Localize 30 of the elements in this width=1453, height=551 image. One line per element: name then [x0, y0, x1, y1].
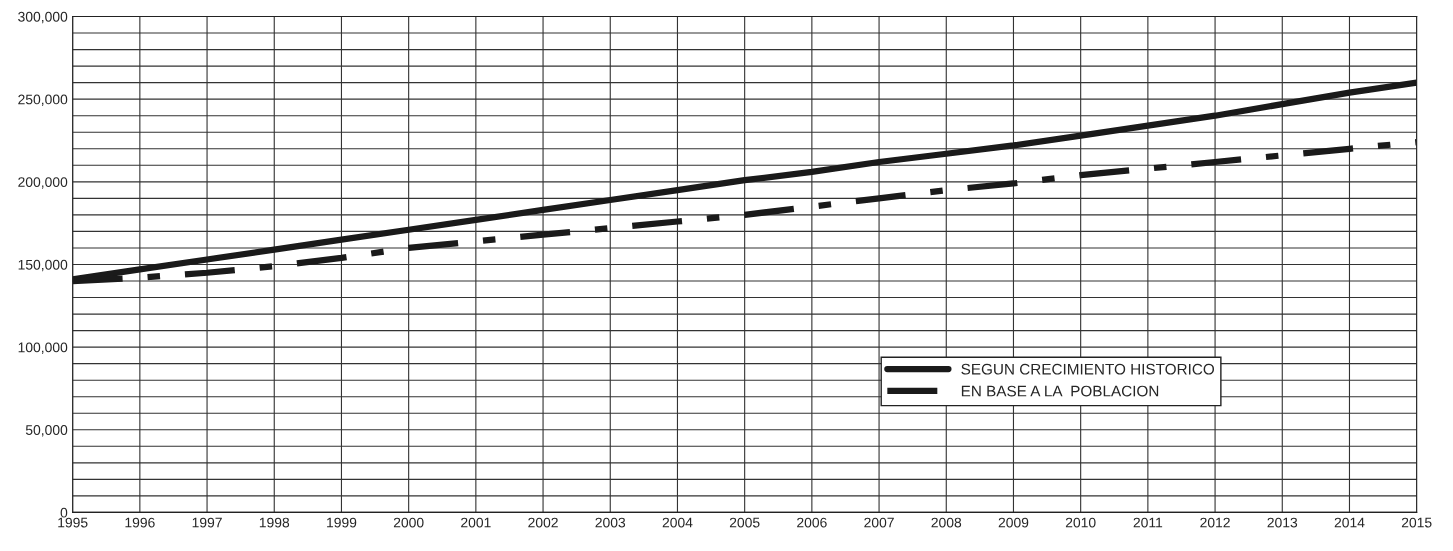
x-tick-label: 2000	[393, 517, 424, 528]
x-tick-label: 2002	[528, 517, 558, 528]
x-tick-label: 1999	[327, 517, 357, 528]
y-tick-label: 250,000	[18, 94, 68, 106]
x-tick-label: 1998	[259, 517, 290, 528]
x-tick-label: 2008	[931, 517, 962, 528]
x-tick-label: 2004	[662, 517, 693, 528]
y-tick-label: 100,000	[18, 342, 68, 354]
x-tick-label: 2010	[1065, 517, 1096, 528]
x-tick-label: 2015	[1401, 517, 1432, 528]
x-tick-label: 1996	[125, 517, 155, 528]
x-tick-label: 2007	[864, 517, 894, 528]
x-tick-label: 2009	[998, 517, 1029, 528]
x-tick-label: 2014	[1334, 517, 1365, 528]
y-tick-label: 300,000	[18, 11, 68, 24]
y-tick-label: 150,000	[18, 259, 68, 272]
x-tick-label: 2006	[797, 517, 827, 528]
x-tick-label: 2003	[595, 517, 626, 528]
x-tick-label: 2005	[729, 517, 760, 528]
x-tick-label: 2012	[1200, 517, 1230, 528]
x-tick-label: 1997	[192, 517, 222, 528]
x-tick-label: 2013	[1267, 517, 1298, 528]
y-tick-label: 200,000	[18, 177, 68, 189]
legend-label: EN BASE A LA POBLACION	[961, 385, 1159, 397]
x-tick-label: 1995	[58, 517, 88, 528]
y-tick-label: 0	[60, 507, 68, 518]
y-tick-label: 50,000	[25, 425, 68, 437]
x-tick-label: 2001	[461, 517, 491, 528]
x-tick-label: 2011	[1133, 517, 1163, 528]
legend-label: SEGUN CRECIMIENTO HISTORICO	[961, 363, 1215, 375]
